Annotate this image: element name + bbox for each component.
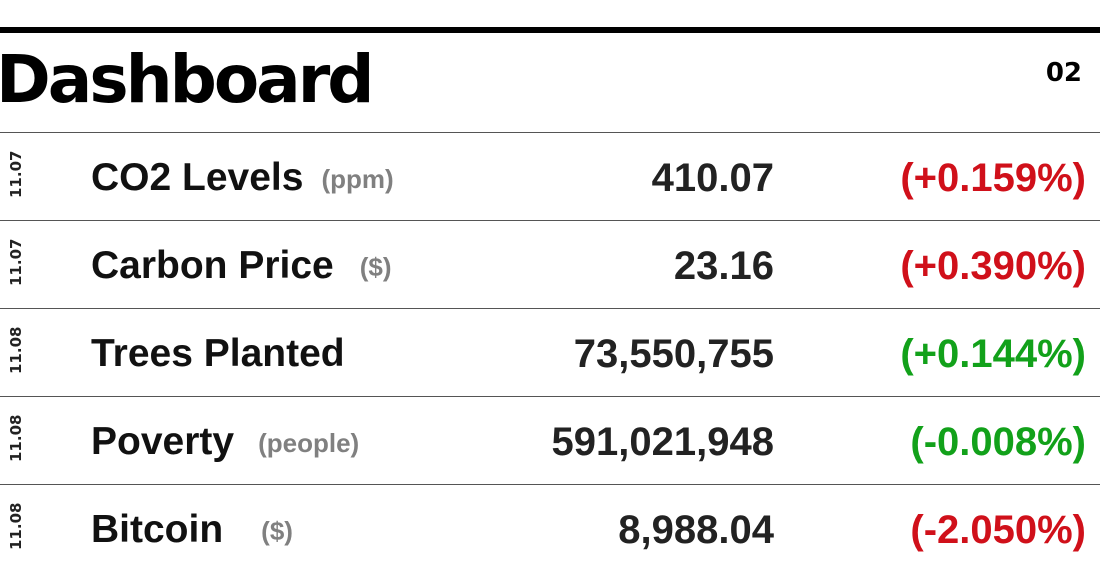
row-change: (-2.050%) xyxy=(910,508,1086,552)
table-row-trees-planted: 11.08 Trees Planted 73,550,755 (+0.144%) xyxy=(0,308,1100,396)
table-row-poverty: 11.08 Poverty (people) 591,021,948 (-0.00… xyxy=(0,396,1100,484)
row-unit: (people) xyxy=(258,428,360,458)
table-row-co2: 11.07 CO2 Levels (ppm) 410.07 (+0.159%) xyxy=(0,132,1100,220)
row-name: Poverty (people) xyxy=(91,419,359,466)
row-unit: ($) xyxy=(261,516,293,546)
page-number: 02 xyxy=(1045,58,1082,88)
row-name-label: Trees Planted xyxy=(91,332,345,375)
row-change: (+0.390%) xyxy=(900,244,1086,288)
dashboard-table: 11.07 CO2 Levels (ppm) 410.07 (+0.159%) 1… xyxy=(0,132,1100,572)
table-row-bitcoin: 11.08 Bitcoin ($) 8,988.04 (-2.050%) xyxy=(0,484,1100,572)
row-value: 23.16 xyxy=(673,244,774,288)
row-unit: (ppm) xyxy=(321,164,394,194)
row-change: (+0.159%) xyxy=(900,156,1086,200)
top-rule xyxy=(0,27,1100,33)
row-value: 8,988.04 xyxy=(618,508,774,552)
row-name-label: Poverty xyxy=(91,420,235,463)
row-date: 11.07 xyxy=(7,238,25,286)
row-name: Bitcoin ($) xyxy=(91,507,293,554)
row-name: CO2 Levels (ppm) xyxy=(91,155,394,202)
row-name-label: Carbon Price xyxy=(91,244,334,287)
page-title: Dashboard xyxy=(0,41,375,118)
row-change: (-0.008%) xyxy=(910,420,1086,464)
row-value: 73,550,755 xyxy=(573,332,774,376)
row-date: 11.07 xyxy=(7,150,25,198)
row-name: Carbon Price ($) xyxy=(91,243,392,290)
row-date: 11.08 xyxy=(7,414,25,462)
row-name-label: CO2 Levels xyxy=(91,156,304,199)
row-value: 410.07 xyxy=(651,156,774,200)
row-change: (+0.144%) xyxy=(900,332,1086,376)
row-unit: ($) xyxy=(359,252,392,282)
row-date: 11.08 xyxy=(7,326,25,374)
row-name-label: Bitcoin xyxy=(91,508,224,551)
row-date: 11.08 xyxy=(7,502,25,550)
row-name: Trees Planted xyxy=(91,331,363,378)
row-value: 591,021,948 xyxy=(551,420,774,464)
table-row-carbon-price: 11.07 Carbon Price ($) 23.16 (+0.390%) xyxy=(0,220,1100,308)
